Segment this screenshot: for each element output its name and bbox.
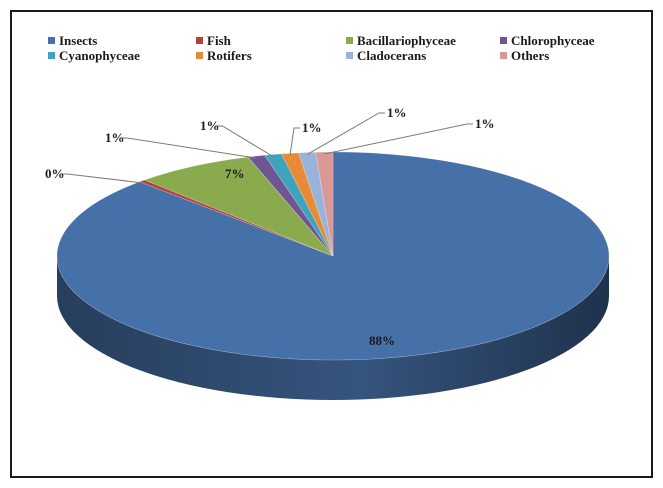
legend-swatch-rotifers (196, 52, 203, 59)
pie-side-insects (57, 256, 609, 400)
pie-slice-bacillariophyceae (143, 156, 334, 257)
data-label-cyanophyceae: 1% (200, 118, 220, 133)
legend-swatch-cladocerans (346, 52, 353, 59)
legend-label-insects: Insects (59, 33, 97, 48)
pie-slice-insects (56, 151, 610, 361)
data-label-chlorophyceae: 1% (105, 130, 125, 145)
data-label-fish: 0% (45, 166, 65, 181)
legend-label-bacillariophyceae: Bacillariophyceae (357, 33, 456, 48)
legend-label-cyanophyceae: Cyanophyceae (59, 48, 140, 63)
legend-swatch-bacillariophyceae (346, 37, 353, 44)
pie-top-faces (56, 151, 610, 361)
leader-line-rotifers (289, 127, 300, 156)
legend-swatch-others (500, 52, 507, 59)
legend-swatch-fish (196, 37, 203, 44)
leader-line-fish (61, 173, 143, 184)
leader-line-others (324, 123, 473, 155)
pie-slice-cladocerans (298, 151, 334, 257)
data-labels: 88% 0% 7% 1% 1% 1% 1% 1% (45, 105, 495, 348)
leader-line-chlorophyceae (121, 137, 257, 159)
pie-slice-cyanophyceae (264, 153, 334, 257)
data-label-rotifers: 1% (302, 120, 322, 135)
leader-lines (61, 112, 473, 184)
data-label-cladocerans: 1% (387, 105, 407, 120)
legend-label-fish: Fish (207, 33, 232, 48)
leader-line-cladocerans (306, 112, 385, 155)
legend-swatch-cyanophyceae (48, 52, 55, 59)
data-label-insects: 88% (369, 333, 395, 348)
legend: Insects Fish Bacillariophyceae Chlorophycea… (48, 33, 595, 63)
data-label-others: 1% (475, 116, 495, 131)
data-label-bacillariophyceae: 7% (225, 166, 245, 181)
legend-label-rotifers: Rotifers (207, 48, 252, 63)
legend-label-chlorophyceae: Chlorophyceae (511, 33, 595, 48)
legend-label-others: Others (511, 48, 549, 63)
legend-swatch-insects (48, 37, 55, 44)
legend-swatch-chlorophyceae (500, 37, 507, 44)
pie-side-walls (57, 256, 609, 400)
pie-slice-fish (138, 179, 334, 257)
leader-line-cyanophyceae (216, 125, 274, 157)
legend-label-cladocerans: Cladocerans (357, 48, 426, 63)
